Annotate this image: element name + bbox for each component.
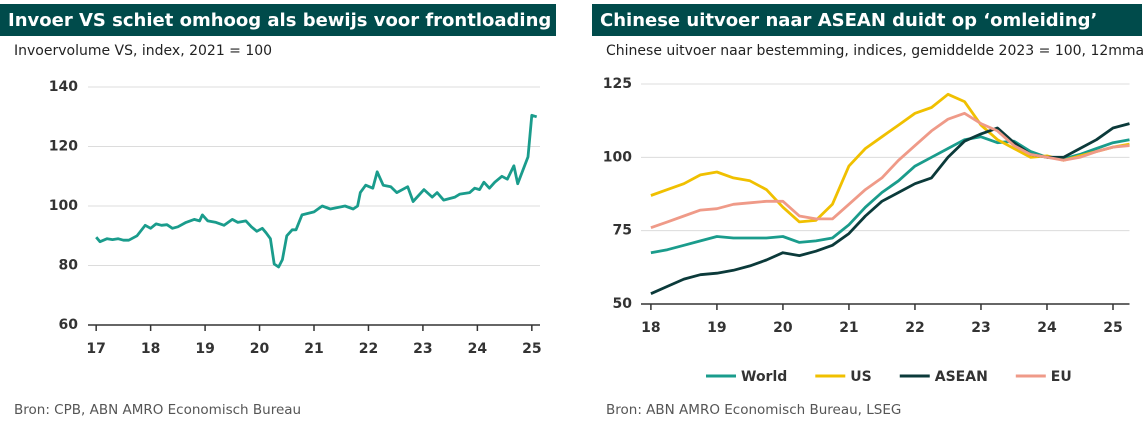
chart-subtitle: Invoervolume VS, index, 2021 = 100 [14,43,272,59]
source-note: Bron: ABN AMRO Economisch Bureau, LSEG [606,402,901,418]
x-tick-label: 22 [359,341,378,357]
y-tick-label: 125 [603,76,632,92]
x-tick-label: 20 [773,320,793,336]
chart-subtitle: Chinese uitvoer naar bestemming, indices… [606,43,1144,59]
x-tick-label: 24 [1037,320,1057,336]
x-tick-label: 23 [413,341,432,357]
x-tick-label: 18 [641,320,660,336]
x-tick-label: 19 [195,341,214,357]
y-tick-label: 60 [59,317,79,333]
y-tick-label: 100 [49,198,78,214]
y-tick-label: 120 [49,139,78,155]
y-tick-label: 75 [613,223,632,239]
series-line [650,111,1130,230]
legend-label: EU [1051,369,1072,385]
x-tick-label: 21 [839,320,858,336]
y-tick-label: 100 [603,149,632,165]
x-tick-label: 20 [250,341,270,357]
title-bar [0,4,556,36]
x-tick-label: 21 [304,341,323,357]
title-bar [592,4,1142,36]
x-tick-label: 22 [905,320,924,336]
chart-title: Invoer VS schiet omhoog als bewijs voor … [8,10,551,31]
y-tick-label: 50 [613,296,633,312]
y-tick-label: 140 [49,79,78,95]
x-tick-label: 19 [707,320,726,336]
series-line [95,113,538,269]
legend-label: US [850,369,871,385]
source-note: Bron: CPB, ABN AMRO Economisch Bureau [14,402,301,418]
x-tick-label: 18 [141,341,160,357]
y-tick-label: 80 [59,258,79,274]
x-tick-label: 23 [971,320,990,336]
legend-label: ASEAN [935,369,988,385]
x-tick-label: 25 [1103,320,1122,336]
x-tick-label: 17 [86,341,105,357]
series-line [650,122,1130,295]
series-line [650,135,1130,255]
x-tick-label: 25 [522,341,541,357]
legend-label: World [741,369,787,385]
chart-title: Chinese uitvoer naar ASEAN duidt op ‘oml… [600,10,1097,31]
x-tick-label: 24 [468,341,488,357]
